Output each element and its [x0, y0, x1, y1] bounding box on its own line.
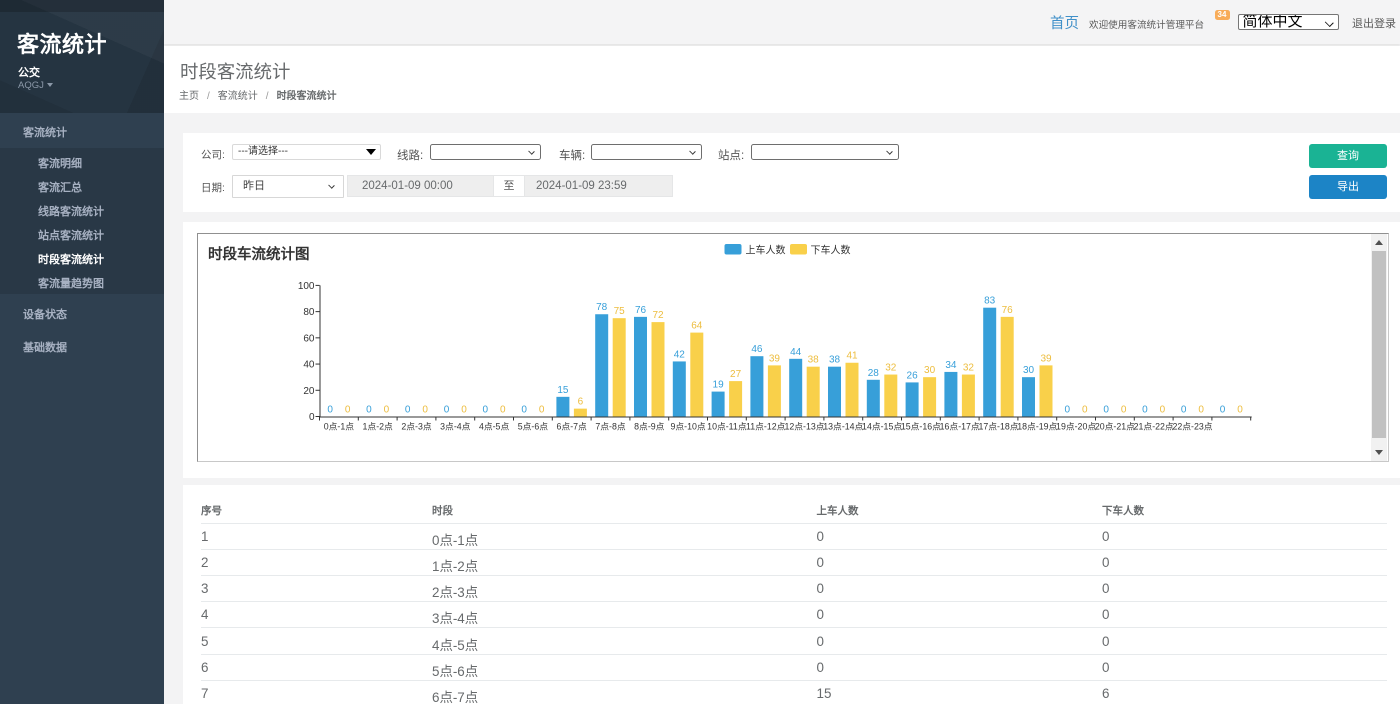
- svg-text:0: 0: [500, 405, 506, 416]
- svg-text:0: 0: [483, 405, 489, 416]
- svg-text:0: 0: [1198, 405, 1204, 416]
- svg-text:0: 0: [1103, 405, 1109, 416]
- svg-text:34: 34: [945, 360, 957, 371]
- svg-text:40: 40: [303, 360, 315, 371]
- svg-text:64: 64: [691, 321, 703, 332]
- svg-text:72: 72: [652, 310, 664, 321]
- svg-text:0: 0: [422, 405, 428, 416]
- svg-text:0: 0: [1065, 405, 1071, 416]
- svg-text:0: 0: [444, 405, 450, 416]
- svg-text:0: 0: [309, 412, 315, 423]
- svg-text:0: 0: [345, 405, 351, 416]
- svg-text:10点-11点: 10点-11点: [707, 422, 747, 432]
- svg-text:100: 100: [298, 281, 315, 292]
- svg-text:11点-12点: 11点-12点: [746, 422, 786, 432]
- svg-text:0点-1点: 0点-1点: [324, 422, 355, 432]
- svg-text:42: 42: [674, 349, 686, 360]
- svg-text:44: 44: [790, 347, 802, 358]
- svg-text:83: 83: [984, 296, 996, 307]
- svg-text:26: 26: [907, 370, 919, 381]
- svg-text:76: 76: [1002, 305, 1014, 316]
- svg-text:0: 0: [1160, 405, 1166, 416]
- svg-text:20: 20: [303, 386, 315, 397]
- svg-text:4点-5点: 4点-5点: [479, 422, 510, 432]
- svg-text:19: 19: [713, 380, 725, 391]
- svg-text:下车人数: 下车人数: [811, 244, 851, 257]
- svg-text:46: 46: [751, 344, 763, 355]
- svg-text:7点-8点: 7点-8点: [595, 422, 626, 432]
- svg-text:1点-2点: 1点-2点: [363, 422, 394, 432]
- svg-text:0: 0: [1082, 405, 1088, 416]
- svg-text:39: 39: [1040, 353, 1052, 364]
- svg-text:0: 0: [1220, 405, 1226, 416]
- svg-text:0: 0: [539, 405, 545, 416]
- svg-text:0: 0: [384, 405, 390, 416]
- svg-text:30: 30: [924, 365, 936, 376]
- svg-text:14点-15点: 14点-15点: [862, 422, 902, 432]
- svg-text:9点-10点: 9点-10点: [670, 422, 705, 432]
- svg-text:75: 75: [614, 306, 626, 317]
- svg-text:2点-3点: 2点-3点: [401, 422, 432, 432]
- svg-text:6点-7点: 6点-7点: [557, 422, 588, 432]
- svg-text:18点-19点: 18点-19点: [1017, 422, 1057, 432]
- svg-text:80: 80: [303, 307, 315, 318]
- svg-text:41: 41: [846, 351, 858, 362]
- svg-text:3点-4点: 3点-4点: [440, 422, 471, 432]
- svg-text:21点-22点: 21点-22点: [1134, 422, 1174, 432]
- svg-text:19点-20点: 19点-20点: [1056, 422, 1096, 432]
- svg-text:39: 39: [769, 353, 781, 364]
- svg-text:0: 0: [521, 405, 527, 416]
- svg-text:16点-17点: 16点-17点: [940, 422, 980, 432]
- svg-text:30: 30: [1023, 365, 1035, 376]
- svg-text:38: 38: [829, 355, 841, 366]
- svg-text:76: 76: [635, 305, 647, 316]
- svg-text:60: 60: [303, 333, 315, 344]
- svg-text:12点-13点: 12点-13点: [784, 422, 824, 432]
- svg-text:0: 0: [366, 405, 372, 416]
- svg-text:20点-21点: 20点-21点: [1095, 422, 1135, 432]
- svg-text:78: 78: [596, 302, 608, 313]
- svg-text:0: 0: [327, 405, 333, 416]
- svg-text:38: 38: [808, 355, 820, 366]
- svg-text:0: 0: [1237, 405, 1243, 416]
- svg-text:32: 32: [963, 363, 975, 374]
- svg-text:17点-18点: 17点-18点: [978, 422, 1018, 432]
- svg-text:27: 27: [730, 369, 742, 380]
- svg-text:0: 0: [1181, 405, 1187, 416]
- svg-text:15点-16点: 15点-16点: [901, 422, 941, 432]
- svg-text:28: 28: [868, 368, 880, 379]
- svg-text:0: 0: [1121, 405, 1127, 416]
- svg-text:6: 6: [578, 397, 584, 408]
- svg-text:22点-23点: 22点-23点: [1172, 422, 1212, 432]
- svg-text:0: 0: [1142, 405, 1148, 416]
- svg-text:5点-6点: 5点-6点: [518, 422, 549, 432]
- svg-text:0: 0: [405, 405, 411, 416]
- svg-text:上车人数: 上车人数: [746, 244, 786, 257]
- svg-text:0: 0: [461, 405, 467, 416]
- svg-text:8点-9点: 8点-9点: [634, 422, 665, 432]
- svg-text:15: 15: [557, 385, 569, 396]
- svg-text:32: 32: [885, 363, 897, 374]
- svg-text:13点-14点: 13点-14点: [823, 422, 863, 432]
